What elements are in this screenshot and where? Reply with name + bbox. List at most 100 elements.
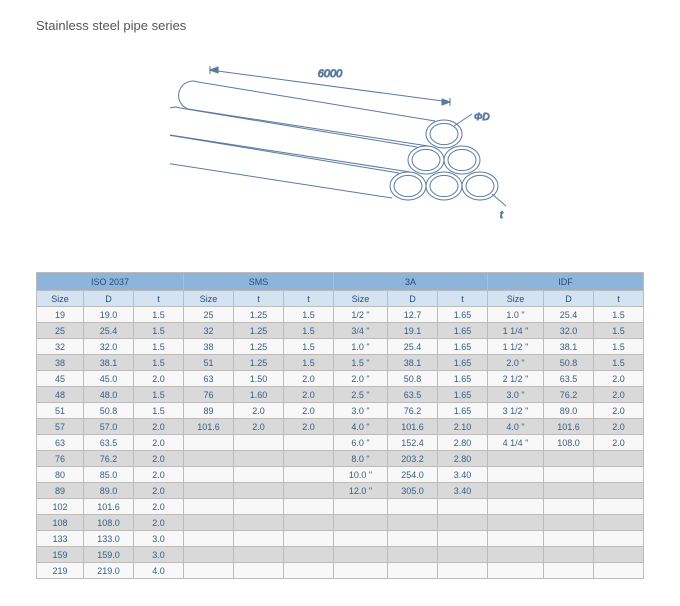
- table-cell: [334, 563, 388, 579]
- pipe-diagram: 6000 ΦD t: [170, 42, 510, 242]
- table-cell: 76: [184, 387, 234, 403]
- table-cell: 45.0: [84, 371, 134, 387]
- table-cell: [544, 483, 594, 499]
- table-cell: 6.0 ": [334, 435, 388, 451]
- table-cell: 38: [184, 339, 234, 355]
- table-cell: 2 1/2 ": [488, 371, 544, 387]
- table-cell: [234, 451, 284, 467]
- table-cell: [284, 547, 334, 563]
- table-cell: 4 1/4 ": [488, 435, 544, 451]
- table-cell: [284, 563, 334, 579]
- table-cell: 12.0 ": [334, 483, 388, 499]
- table-cell: [488, 499, 544, 515]
- table-cell: 1.5 ": [334, 355, 388, 371]
- table-cell: 2.0: [234, 403, 284, 419]
- table-cell: 38.1: [388, 355, 438, 371]
- table-cell: [488, 467, 544, 483]
- table-cell: 133: [37, 531, 84, 547]
- table-cell: 1.5: [134, 307, 184, 323]
- table-cell: [594, 499, 644, 515]
- table-cell: [488, 451, 544, 467]
- table-cell: [594, 467, 644, 483]
- table-cell: 2.0: [284, 371, 334, 387]
- table-cell: 3.0: [134, 547, 184, 563]
- spec-table: ISO 2037 SMS 3A IDF Size D t Size t t Si…: [36, 272, 644, 579]
- col-header: D: [84, 291, 134, 307]
- table-cell: [594, 563, 644, 579]
- table-cell: [284, 467, 334, 483]
- table-cell: 133.0: [84, 531, 134, 547]
- table-cell: 25: [37, 323, 84, 339]
- table-cell: 1.5: [284, 355, 334, 371]
- table-cell: 4.0: [134, 563, 184, 579]
- table-cell: 2.80: [438, 435, 488, 451]
- table-cell: 1/2 ": [334, 307, 388, 323]
- table-cell: 3 1/2 ": [488, 403, 544, 419]
- col-header-row: Size D t Size t t Size D t Size D t: [37, 291, 644, 307]
- col-header: Size: [184, 291, 234, 307]
- table-cell: 1.25: [234, 307, 284, 323]
- table-cell: 2.0: [284, 419, 334, 435]
- table-cell: 63.5: [84, 435, 134, 451]
- table-cell: 76.2: [388, 403, 438, 419]
- table-cell: 32.0: [544, 323, 594, 339]
- table-cell: [544, 515, 594, 531]
- table-cell: [284, 531, 334, 547]
- table-cell: [594, 547, 644, 563]
- col-header: Size: [334, 291, 388, 307]
- table-cell: [234, 499, 284, 515]
- table-cell: 1.65: [438, 403, 488, 419]
- table-cell: [438, 531, 488, 547]
- table-cell: 12.7: [388, 307, 438, 323]
- table-cell: 2.0: [234, 419, 284, 435]
- table-cell: 2.0: [134, 419, 184, 435]
- table-cell: 1.60: [234, 387, 284, 403]
- table-row: 4545.02.0631.502.02.0 "50.81.652 1/2 "63…: [37, 371, 644, 387]
- table-cell: 2.0: [284, 403, 334, 419]
- table-cell: 85.0: [84, 467, 134, 483]
- table-cell: 32.0: [84, 339, 134, 355]
- table-cell: [184, 531, 234, 547]
- table-cell: 2.0: [134, 467, 184, 483]
- table-row: 219219.04.0: [37, 563, 644, 579]
- col-header: t: [234, 291, 284, 307]
- group-header: IDF: [488, 273, 644, 291]
- table-cell: [544, 547, 594, 563]
- table-cell: 2.0: [134, 483, 184, 499]
- table-cell: 2.0: [134, 515, 184, 531]
- thickness-label: t: [500, 210, 504, 221]
- table-cell: 1.5: [594, 339, 644, 355]
- table-row: 108108.02.0: [37, 515, 644, 531]
- table-body: 1919.01.5251.251.51/2 "12.71.651.0 "25.4…: [37, 307, 644, 579]
- table-cell: 1.0 ": [488, 307, 544, 323]
- table-cell: [234, 531, 284, 547]
- table-cell: 63.5: [544, 371, 594, 387]
- table-cell: 32: [37, 339, 84, 355]
- table-cell: 108.0: [544, 435, 594, 451]
- table-row: 3232.01.5381.251.51.0 "25.41.651 1/2 "38…: [37, 339, 644, 355]
- table-cell: [388, 499, 438, 515]
- table-cell: [334, 547, 388, 563]
- table-cell: [488, 547, 544, 563]
- group-header: ISO 2037: [37, 273, 184, 291]
- table-cell: [184, 499, 234, 515]
- table-cell: 63: [37, 435, 84, 451]
- table-cell: 48: [37, 387, 84, 403]
- table-cell: 3.40: [438, 467, 488, 483]
- table-cell: 1.5: [134, 339, 184, 355]
- table-cell: [284, 499, 334, 515]
- table-cell: 108: [37, 515, 84, 531]
- table-cell: 2.0: [594, 371, 644, 387]
- table-cell: 2.0: [134, 499, 184, 515]
- table-cell: [184, 483, 234, 499]
- table-cell: 4.0 ": [488, 419, 544, 435]
- table-cell: 8.0 ": [334, 451, 388, 467]
- table-cell: 1.25: [234, 339, 284, 355]
- table-cell: [438, 499, 488, 515]
- table-cell: 76.2: [544, 387, 594, 403]
- table-cell: [334, 531, 388, 547]
- table-cell: 1.65: [438, 339, 488, 355]
- table-cell: 51: [184, 355, 234, 371]
- table-cell: 38: [37, 355, 84, 371]
- table-cell: 48.0: [84, 387, 134, 403]
